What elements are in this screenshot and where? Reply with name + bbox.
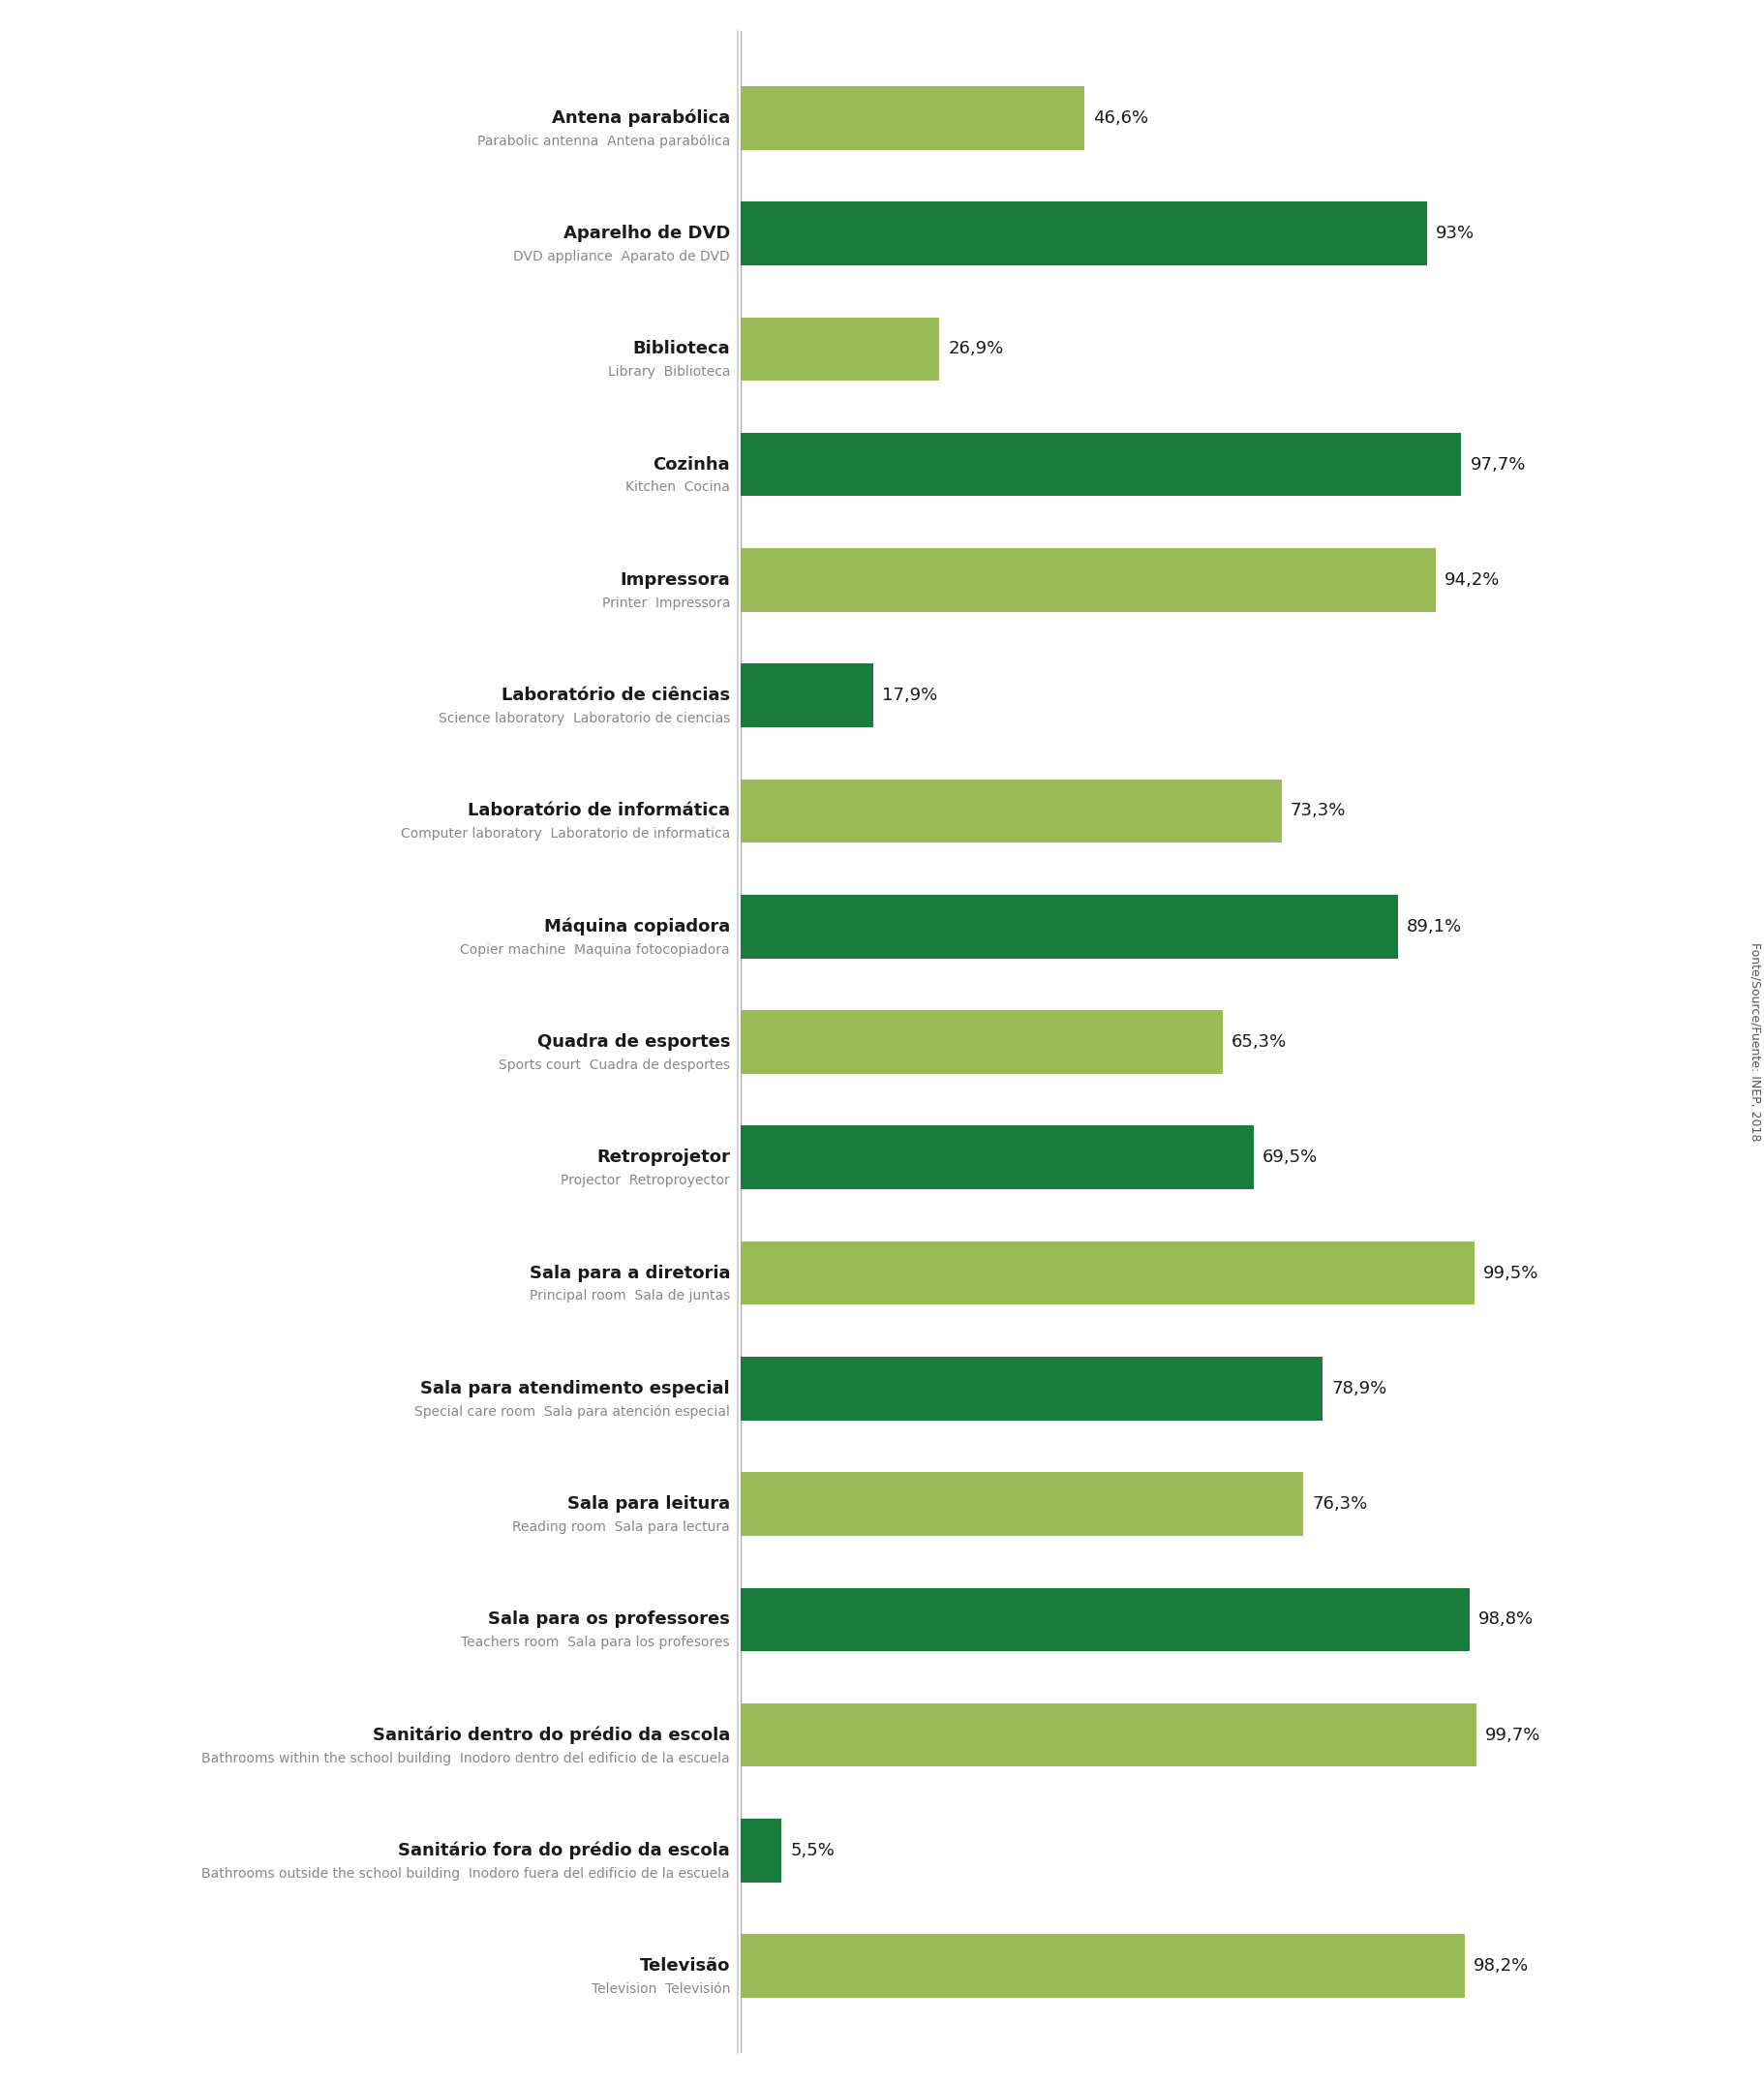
Text: 78,9%: 78,9% bbox=[1332, 1380, 1387, 1396]
Text: Sports court  Cuadra de desportes: Sports court Cuadra de desportes bbox=[499, 1059, 730, 1071]
Bar bbox=[741, 548, 1436, 613]
Text: Printer  Impressora: Printer Impressora bbox=[602, 596, 730, 611]
Bar bbox=[741, 1819, 781, 1882]
Text: 46,6%: 46,6% bbox=[1094, 108, 1148, 127]
Text: Principal room  Sala de juntas: Principal room Sala de juntas bbox=[529, 1290, 730, 1302]
Text: Sala para leitura: Sala para leitura bbox=[568, 1496, 730, 1513]
Bar bbox=[741, 1471, 1304, 1536]
Text: Retroprojetor: Retroprojetor bbox=[596, 1148, 730, 1167]
Text: Teachers room  Sala para los profesores: Teachers room Sala para los profesores bbox=[462, 1636, 730, 1648]
Bar bbox=[741, 1357, 1323, 1421]
Text: Biblioteca: Biblioteca bbox=[633, 340, 730, 358]
Text: Televisão: Televisão bbox=[640, 1957, 730, 1976]
Bar bbox=[741, 317, 938, 381]
Text: Quadra de esportes: Quadra de esportes bbox=[536, 1034, 730, 1050]
Text: Máquina copiadora: Máquina copiadora bbox=[543, 917, 730, 936]
Text: Television  Televisión: Television Televisión bbox=[591, 1982, 730, 1996]
Bar bbox=[741, 433, 1461, 496]
Text: Sala para os professores: Sala para os professores bbox=[489, 1611, 730, 1628]
Text: Cozinha: Cozinha bbox=[653, 456, 730, 473]
Text: 17,9%: 17,9% bbox=[882, 688, 937, 704]
Text: Sala para atendimento especial: Sala para atendimento especial bbox=[420, 1380, 730, 1396]
Text: Science laboratory  Laboratorio de ciencias: Science laboratory Laboratorio de cienci… bbox=[437, 713, 730, 725]
Text: 94,2%: 94,2% bbox=[1445, 571, 1499, 588]
Bar bbox=[741, 1011, 1222, 1073]
Text: 69,5%: 69,5% bbox=[1263, 1148, 1318, 1167]
Text: Laboratório de ciências: Laboratório de ciências bbox=[501, 688, 730, 704]
Text: 65,3%: 65,3% bbox=[1231, 1034, 1286, 1050]
Text: Parabolic antenna  Antena parabólica: Parabolic antenna Antena parabólica bbox=[476, 133, 730, 148]
Bar bbox=[741, 1242, 1475, 1305]
Text: Impressora: Impressora bbox=[619, 571, 730, 588]
Text: Antena parabólica: Antena parabólica bbox=[552, 108, 730, 127]
Text: 98,8%: 98,8% bbox=[1478, 1611, 1533, 1628]
Text: Aparelho de DVD: Aparelho de DVD bbox=[563, 225, 730, 242]
Text: 99,5%: 99,5% bbox=[1484, 1265, 1538, 1282]
Bar bbox=[741, 779, 1281, 842]
Text: 76,3%: 76,3% bbox=[1312, 1496, 1367, 1513]
Text: 99,7%: 99,7% bbox=[1485, 1726, 1540, 1744]
Text: 73,3%: 73,3% bbox=[1289, 802, 1346, 819]
Bar bbox=[741, 202, 1427, 265]
Text: Sanitário fora do prédio da escola: Sanitário fora do prédio da escola bbox=[399, 1842, 730, 1859]
Text: Fonte/Source/Fuente: INEP, 2018: Fonte/Source/Fuente: INEP, 2018 bbox=[1748, 942, 1762, 1142]
Text: Sanitário dentro do prédio da escola: Sanitário dentro do prédio da escola bbox=[372, 1726, 730, 1744]
Text: Kitchen  Cocina: Kitchen Cocina bbox=[626, 481, 730, 494]
Text: Sala para a diretoria: Sala para a diretoria bbox=[529, 1265, 730, 1282]
Text: Copier machine  Maquina fotocopiadora: Copier machine Maquina fotocopiadora bbox=[460, 942, 730, 957]
Text: 97,7%: 97,7% bbox=[1469, 456, 1526, 473]
Bar bbox=[741, 663, 873, 727]
Bar bbox=[741, 1588, 1469, 1651]
Bar bbox=[741, 1934, 1466, 1999]
Text: 89,1%: 89,1% bbox=[1406, 917, 1462, 936]
Text: Bathrooms outside the school building  Inodoro fuera del edificio de la escuela: Bathrooms outside the school building In… bbox=[201, 1867, 730, 1880]
Bar bbox=[741, 1125, 1254, 1190]
Text: Library  Biblioteca: Library Biblioteca bbox=[607, 365, 730, 379]
Text: 98,2%: 98,2% bbox=[1475, 1957, 1529, 1976]
Text: Projector  Retroproyector: Projector Retroproyector bbox=[561, 1173, 730, 1188]
Text: Reading room  Sala para lectura: Reading room Sala para lectura bbox=[513, 1521, 730, 1534]
Text: 26,9%: 26,9% bbox=[947, 340, 1004, 358]
Text: 93%: 93% bbox=[1436, 225, 1475, 242]
Text: Special care room  Sala para atención especial: Special care room Sala para atención esp… bbox=[415, 1405, 730, 1419]
Bar bbox=[741, 894, 1397, 959]
Bar bbox=[741, 1703, 1476, 1767]
Text: 5,5%: 5,5% bbox=[790, 1842, 834, 1859]
Text: Bathrooms within the school building  Inodoro dentro del edificio de la escuela: Bathrooms within the school building Ino… bbox=[201, 1751, 730, 1765]
Text: DVD appliance  Aparato de DVD: DVD appliance Aparato de DVD bbox=[513, 250, 730, 263]
Text: Computer laboratory  Laboratorio de informatica: Computer laboratory Laboratorio de infor… bbox=[400, 827, 730, 840]
Text: Laboratório de informática: Laboratório de informática bbox=[467, 802, 730, 819]
Bar bbox=[741, 85, 1085, 150]
